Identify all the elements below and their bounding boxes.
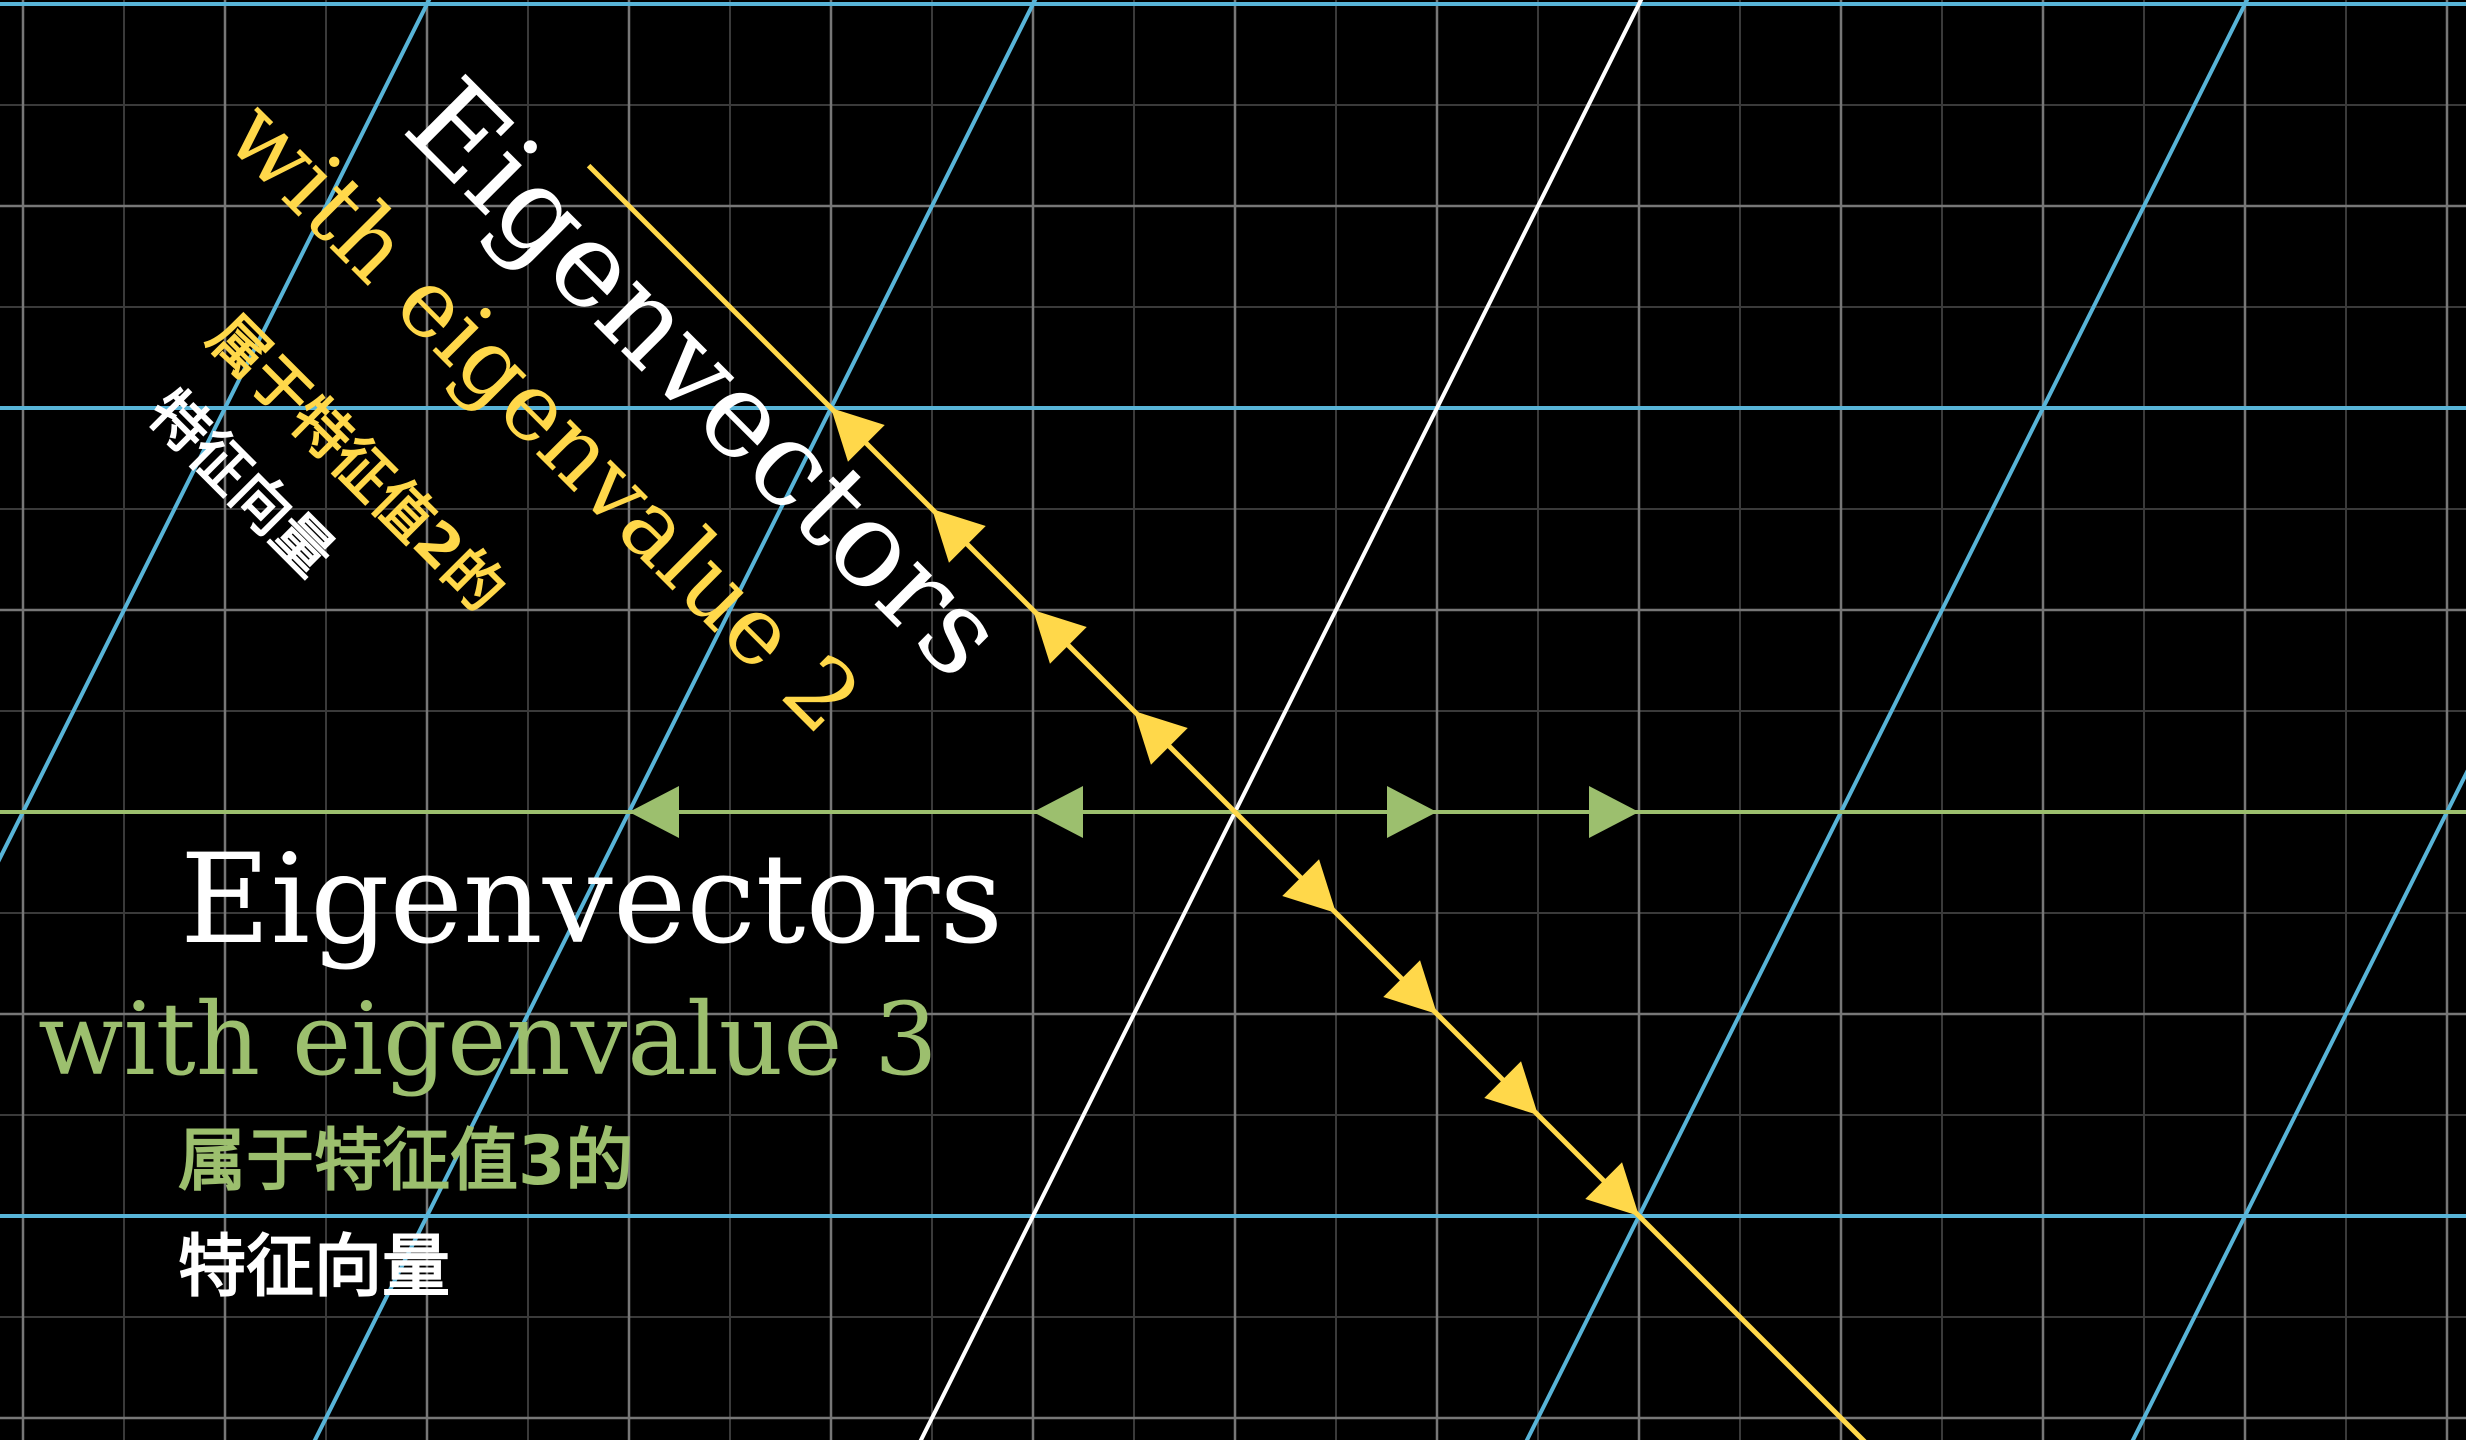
eigenvalue-3-label-group: Eigenvectors with eigenvalue 3 属于特征值3的 特… [38, 828, 1003, 1307]
eigenvalue-2-span [586, 163, 1867, 1440]
eigenvalue-2-span-line [586, 163, 1867, 1440]
eigen3-title: Eigenvectors [180, 828, 1003, 972]
eigenvalue-2-vector-arrow [1282, 859, 1336, 913]
eigenvalue-3-vector-arrow [1033, 786, 1083, 838]
eigenvalue-3-vector-arrow [1387, 786, 1437, 838]
eigen3-cn-line1: 属于特征值3的 [178, 1122, 633, 1201]
eigenvalue-2-vector-arrow [932, 509, 986, 563]
eigenvalue-2-vector-arrow [1033, 610, 1087, 664]
eigen3-cn-line2: 特征向量 [178, 1228, 450, 1307]
eigenvalue-3-vector-arrow [1589, 786, 1639, 838]
eigenvalue-2-vector-arrow [831, 408, 885, 462]
eigenvalue-3-vector-arrow [629, 786, 679, 838]
eigenvalue-2-vector-arrow [1585, 1162, 1639, 1216]
eigenvalue-2-vector-arrow [1383, 960, 1437, 1014]
eigen3-subtitle: with eigenvalue 3 [38, 981, 938, 1098]
eigenvalue-2-vector-arrow [1484, 1061, 1538, 1115]
eigenvalue-2-vector-arrow [1134, 711, 1188, 765]
